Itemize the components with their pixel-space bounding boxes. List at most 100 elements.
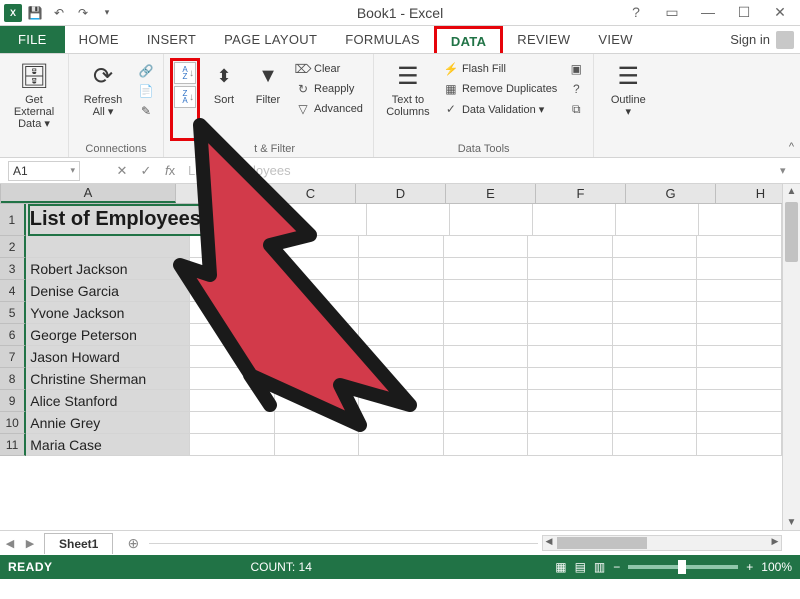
filter-button[interactable]: ▼ Filter	[248, 58, 288, 141]
cell[interactable]	[697, 434, 782, 456]
sheet-nav-prev-icon[interactable]: ◀	[0, 537, 20, 550]
cell[interactable]	[359, 324, 444, 346]
cell[interactable]	[613, 302, 698, 324]
cell[interactable]	[444, 390, 529, 412]
consolidate-button[interactable]: ▣	[565, 60, 587, 78]
cell[interactable]	[359, 258, 444, 280]
sheet-tab-active[interactable]: Sheet1	[44, 533, 113, 554]
vertical-scrollbar[interactable]: ▲ ▼	[782, 184, 800, 530]
zoom-out-button[interactable]: −	[613, 560, 620, 574]
cell[interactable]	[201, 204, 284, 236]
cell[interactable]: Alice Stanford	[26, 390, 190, 412]
cell[interactable]	[275, 346, 360, 368]
cell[interactable]	[190, 368, 275, 390]
sort-ascending-button[interactable]: AZ↓	[174, 62, 196, 84]
row-header[interactable]: 9	[0, 390, 26, 412]
cell[interactable]	[190, 324, 275, 346]
zoom-thumb[interactable]	[678, 560, 686, 574]
cell[interactable]	[528, 412, 613, 434]
cell[interactable]	[697, 280, 782, 302]
cell[interactable]	[613, 368, 698, 390]
row-header[interactable]: 2	[0, 236, 26, 258]
cell[interactable]	[697, 346, 782, 368]
column-header-D[interactable]: D	[356, 184, 446, 203]
cell[interactable]	[190, 390, 275, 412]
cell[interactable]	[190, 236, 275, 258]
cell[interactable]	[697, 390, 782, 412]
cell[interactable]	[275, 390, 360, 412]
cell[interactable]	[613, 236, 698, 258]
cell[interactable]	[528, 346, 613, 368]
view-normal-icon[interactable]: ▦	[555, 560, 566, 574]
what-if-button[interactable]: ?	[565, 80, 587, 98]
tab-file[interactable]: FILE	[0, 26, 65, 53]
column-header-C[interactable]: C	[266, 184, 356, 203]
tab-review[interactable]: REVIEW	[503, 26, 584, 53]
column-header-G[interactable]: G	[626, 184, 716, 203]
cell[interactable]	[190, 412, 275, 434]
cell[interactable]	[367, 204, 450, 236]
cell[interactable]	[359, 280, 444, 302]
data-validation-button[interactable]: ✓Data Validation ▾	[440, 100, 561, 118]
cell[interactable]	[444, 258, 529, 280]
cell[interactable]	[616, 204, 699, 236]
hscroll-right-icon[interactable]: ▶	[769, 536, 781, 547]
zoom-percent[interactable]: 100%	[761, 560, 792, 574]
maximize-button[interactable]: ☐	[732, 4, 756, 21]
cell[interactable]	[275, 258, 360, 280]
column-header-E[interactable]: E	[446, 184, 536, 203]
cell[interactable]	[528, 236, 613, 258]
tab-data[interactable]: DATA	[434, 26, 503, 53]
sort-button[interactable]: ⬍ Sort	[204, 58, 244, 141]
cell[interactable]	[528, 324, 613, 346]
cell[interactable]	[275, 302, 360, 324]
cell[interactable]	[528, 280, 613, 302]
cell[interactable]	[190, 258, 275, 280]
refresh-all-button[interactable]: ⟳ Refresh All ▾	[75, 58, 131, 141]
formula-content[interactable]: List of Employees	[182, 163, 780, 178]
cell[interactable]	[528, 434, 613, 456]
cell[interactable]	[359, 412, 444, 434]
cell[interactable]: Denise Garcia	[26, 280, 190, 302]
row-header[interactable]: 5	[0, 302, 26, 324]
cell[interactable]	[275, 412, 360, 434]
cell[interactable]	[444, 412, 529, 434]
cell[interactable]	[697, 324, 782, 346]
cell[interactable]	[533, 204, 616, 236]
close-button[interactable]: ✕	[768, 4, 792, 21]
cell[interactable]	[444, 302, 529, 324]
cell[interactable]	[359, 236, 444, 258]
cell[interactable]	[697, 236, 782, 258]
scroll-down-icon[interactable]: ▼	[783, 517, 800, 528]
row-header[interactable]: 8	[0, 368, 26, 390]
fx-icon[interactable]: fx	[158, 163, 182, 178]
zoom-in-button[interactable]: +	[746, 560, 753, 574]
cell[interactable]	[613, 258, 698, 280]
cell[interactable]	[190, 302, 275, 324]
row-header[interactable]: 7	[0, 346, 26, 368]
cell[interactable]: Maria Case	[26, 434, 190, 456]
column-header-F[interactable]: F	[536, 184, 626, 203]
get-external-data-button[interactable]: 🗄 Get External Data ▾	[6, 58, 62, 153]
cell[interactable]	[613, 434, 698, 456]
vscroll-thumb[interactable]	[785, 202, 798, 262]
cell[interactable]	[275, 236, 360, 258]
cell[interactable]	[697, 302, 782, 324]
tab-formulas[interactable]: FORMULAS	[331, 26, 434, 53]
remove-duplicates-button[interactable]: ▦Remove Duplicates	[440, 80, 561, 98]
qat-dropdown-icon[interactable]: ▾	[96, 2, 118, 24]
cell[interactable]: Christine Sherman	[26, 368, 190, 390]
tab-page-layout[interactable]: PAGE LAYOUT	[210, 26, 331, 53]
zoom-slider[interactable]	[628, 565, 738, 569]
flash-fill-button[interactable]: ⚡Flash Fill	[440, 60, 561, 78]
cell[interactable]	[697, 368, 782, 390]
cell[interactable]	[275, 368, 360, 390]
column-header-H[interactable]: H	[716, 184, 782, 203]
cell[interactable]	[275, 280, 360, 302]
row-header[interactable]: 1	[0, 204, 26, 236]
cell[interactable]	[359, 346, 444, 368]
cell[interactable]	[613, 280, 698, 302]
tab-insert[interactable]: INSERT	[133, 26, 210, 53]
cell[interactable]	[528, 258, 613, 280]
tab-view[interactable]: VIEW	[584, 26, 646, 53]
